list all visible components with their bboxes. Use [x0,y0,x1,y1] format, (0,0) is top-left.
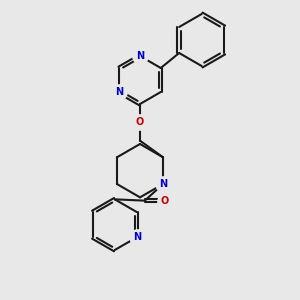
Text: O: O [136,117,144,127]
Text: O: O [160,196,169,206]
Text: N: N [159,179,167,189]
Text: N: N [133,232,141,242]
Text: N: N [115,87,123,97]
Text: N: N [136,51,144,61]
